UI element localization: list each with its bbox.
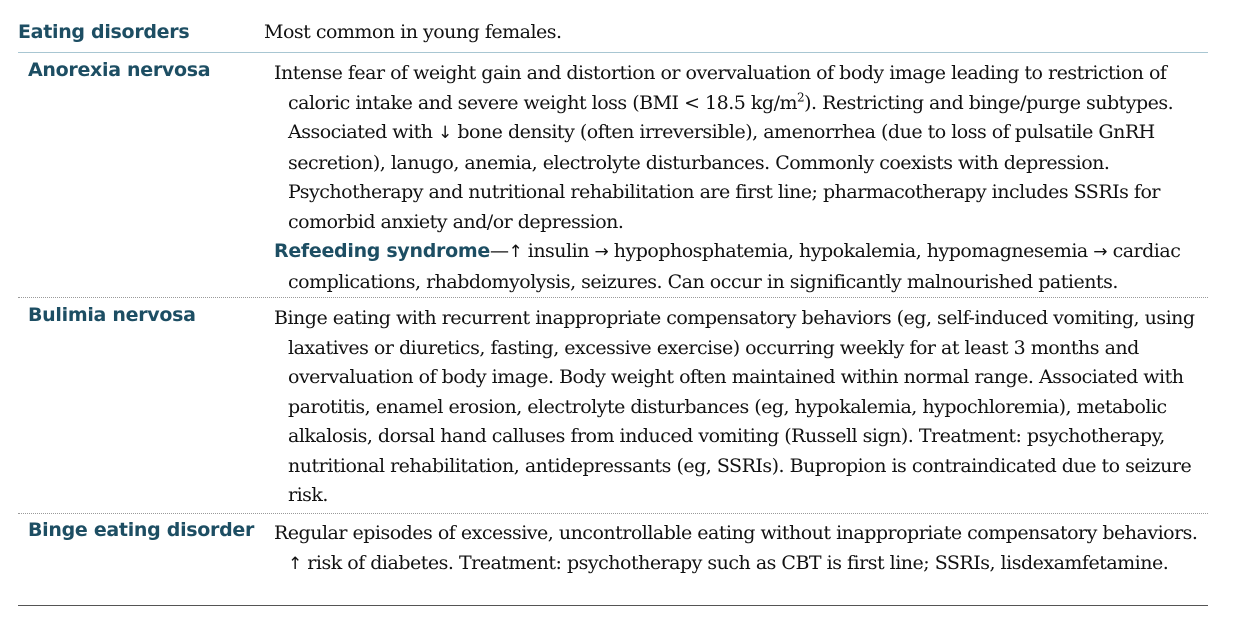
refeeding-text-2: hypophosphatemia, hypokalemia, hypomagne… (608, 240, 1094, 262)
description-binge-eating-disorder: Regular episodes of excessive, uncontrol… (274, 519, 1209, 579)
anorexia-text-1: Intense fear of weight gain and distorti… (274, 62, 1167, 114)
anorexia-paragraph: Intense fear of weight gain and distorti… (274, 59, 1209, 237)
binge-text-1: Regular episodes of excessive, uncontrol… (274, 522, 1198, 544)
up-arrow-icon: ↑ (288, 553, 302, 574)
right-arrow-icon: → (1093, 242, 1108, 262)
refeeding-text-1: insulin (522, 240, 595, 262)
table-heading-description: Most common in young females. (264, 21, 562, 43)
description-bulimia-nervosa: Binge eating with recurrent inappropriat… (274, 304, 1209, 511)
superscript-2: 2 (797, 90, 805, 105)
term-binge-eating-disorder: Binge eating disorder (28, 519, 255, 541)
up-arrow-icon: ↑ (508, 242, 523, 262)
row-divider (18, 297, 1208, 298)
table-heading-term: Eating disorders (18, 21, 190, 43)
heading-divider (18, 52, 1208, 53)
refeeding-text-3: cardiac complications, rhabdomyolysis, s… (288, 240, 1181, 293)
term-anorexia-nervosa: Anorexia nervosa (28, 59, 211, 81)
binge-paragraph: Regular episodes of excessive, uncontrol… (274, 519, 1209, 579)
row-divider (18, 513, 1208, 514)
term-bulimia-nervosa: Bulimia nervosa (28, 304, 196, 326)
anorexia-text-3: bone density (often irreversible), ameno… (288, 121, 1160, 233)
term-refeeding-syndrome: Refeeding syndrome (274, 240, 490, 262)
right-arrow-icon: → (594, 242, 609, 262)
bulimia-paragraph: Binge eating with recurrent inappropriat… (274, 307, 1195, 506)
description-anorexia-nervosa: Intense fear of weight gain and distorti… (274, 59, 1209, 297)
em-dash: — (489, 240, 509, 262)
binge-text-2: risk of diabetes. Treatment: psychothera… (301, 551, 1169, 574)
bottom-divider (18, 605, 1208, 606)
anorexia-text-2: ). Restricting and binge/purge subtypes.… (288, 91, 1174, 144)
down-arrow-icon: ↓ (438, 123, 452, 143)
refeeding-paragraph: Refeeding syndrome—↑ insulin → hypophosp… (274, 237, 1209, 297)
